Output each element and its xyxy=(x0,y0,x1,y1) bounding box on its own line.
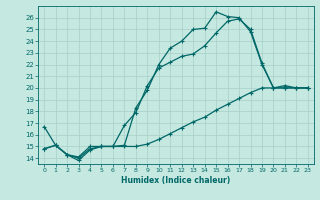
X-axis label: Humidex (Indice chaleur): Humidex (Indice chaleur) xyxy=(121,176,231,185)
